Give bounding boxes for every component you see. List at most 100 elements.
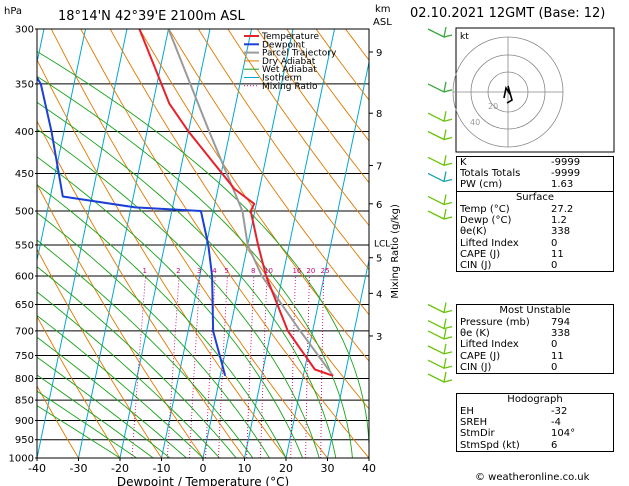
wet-adiabat-line [37, 184, 287, 458]
most-unstable-value: 0 [551, 361, 558, 373]
surface-label: Dewp (°C) [460, 215, 512, 227]
wet-adiabat-line [37, 50, 369, 458]
mixing-ratio-line [188, 275, 201, 458]
height-tick-label: 3 [376, 332, 382, 343]
wind-barb-icon [427, 194, 453, 206]
hodograph-title: Hodograph [507, 394, 563, 405]
surface-label: Lifted Index [460, 237, 519, 249]
legend-entry: Parcel Trajectory [262, 49, 337, 59]
wind-barb-icon [427, 111, 453, 122]
height-tick-label: 8 [376, 109, 382, 120]
hodograph-label: StmSpd (kt) [460, 439, 520, 451]
temp-tick-label: -30 [70, 462, 88, 475]
wet-adiabat-line [37, 390, 137, 458]
wind-barb-icon [427, 26, 453, 38]
asl-label: ASL [373, 17, 392, 28]
wet-adiabat-line [37, 374, 154, 458]
hodograph-row: SREH -4 [457, 417, 613, 428]
mixing-ratio-label: 16 [292, 267, 301, 275]
wet-adiabat-line [37, 356, 171, 458]
most-unstable-label: CIN (J) [460, 361, 492, 373]
height-tick-label: 5 [376, 254, 382, 265]
most-unstable-value: 338 [551, 328, 571, 340]
temp-tick-label: -40 [28, 462, 46, 475]
temp-tick-label: 20 [279, 462, 293, 475]
hodograph-trace [503, 85, 513, 104]
mixing-ratio-line [166, 275, 180, 458]
mixing-ratio-label: 5 [224, 267, 228, 275]
hodograph: kt 20 40 [452, 27, 615, 153]
hodograph-frame [455, 27, 615, 153]
isotherm-line [244, 29, 335, 458]
mixing-ratio-line [217, 275, 228, 458]
most-unstable-row: Lifted Index 0 [457, 339, 613, 350]
mixing-ratio-line [131, 275, 146, 458]
parcel-trajectory-line [167, 29, 334, 377]
mixing-ratio-label: 1 [143, 267, 147, 275]
wind-barb-icon [427, 155, 453, 166]
pressure-tick-label: 400 [15, 127, 34, 138]
temp-tick-label: 0 [200, 462, 207, 475]
legend-entry: Temperature [261, 32, 319, 42]
km-label: km [375, 4, 391, 15]
mixing-ratio-line [305, 275, 310, 458]
temp-tick-label: 40 [362, 462, 376, 475]
index-label: Totals Totals [460, 168, 521, 180]
surface-value: 1.2 [551, 215, 567, 227]
temperature-line [138, 29, 334, 377]
height-tick-label: 6 [376, 200, 382, 211]
pressure-tick-label: 900 [15, 416, 34, 427]
most-unstable-row: CAPE (J) 11 [457, 351, 613, 362]
most-unstable-value: 794 [551, 317, 571, 328]
hodograph-value: -32 [551, 406, 568, 417]
hodograph-unit-label: kt [460, 32, 469, 42]
hodograph-row: EH -32 [457, 406, 613, 417]
index-label: K [460, 157, 467, 168]
hodograph-table: Hodograph EH -32 SREH -4 StmDir 104° StmSpd (k… [456, 393, 614, 452]
indices-table: K -9999 Totals Totals -9999 PW (cm) 1.63 [456, 156, 614, 192]
pressure-tick-label: 500 [15, 207, 34, 218]
mixing-ratio-line [260, 275, 268, 458]
x-axis-label: Dewpoint / Temperature (°C) [117, 475, 289, 486]
dry-adiabat-line [198, 29, 369, 271]
most-unstable-row: θe (K) 338 [457, 328, 613, 339]
pressure-tick-label: 950 [15, 435, 34, 446]
wet-adiabat-line [37, 75, 353, 458]
index-row: PW (cm) 1.63 [457, 179, 613, 190]
profiles [37, 29, 334, 377]
surface-value: 27.2 [551, 204, 574, 215]
legend-entry: Wet Adiabat [262, 65, 317, 75]
surface-label: θe(K) [460, 226, 487, 238]
dewpoint-line [37, 75, 227, 377]
hodograph-ring-label: 20 [488, 102, 498, 111]
dry-adiabat-line [37, 385, 79, 458]
isotherm-line [119, 29, 211, 458]
surface-row: CIN (J) 0 [457, 260, 613, 271]
surface-value: 338 [551, 226, 571, 238]
axes: 1 2 3 4 5 8 10 16 20 2530035040045050055060065070… [4, 4, 401, 486]
wind-barb-icon [427, 129, 453, 141]
pressure-tick-label: 450 [15, 169, 34, 180]
most-unstable-label: Pressure (mb) [460, 317, 530, 328]
temp-tick-label: 30 [321, 462, 335, 475]
dry-adiabat-line [80, 29, 369, 458]
temp-tick-label: 10 [238, 462, 252, 475]
index-value: 1.63 [551, 179, 574, 191]
isotherm-line [37, 29, 86, 263]
mixing-ratio-axis-label: Mixing Ratio (g/kg) [390, 204, 401, 299]
surface-value: 0 [551, 237, 558, 249]
mixing-ratio-label: 8 [251, 267, 255, 275]
most-unstable-value: 0 [551, 339, 558, 351]
pressure-tick-label: 850 [15, 396, 34, 407]
most-unstable-label: θe (K) [460, 328, 490, 340]
surface-row: Dewp (°C) 1.2 [457, 215, 613, 226]
mixing-ratio-label: 10 [264, 267, 273, 275]
most-unstable-table: Most Unstable Pressure (mb) 794 θe (K) 338 L… [456, 304, 614, 375]
index-value: -9999 [551, 157, 581, 168]
temp-tick-label: -10 [153, 462, 171, 475]
pressure-tick-label: 800 [15, 374, 34, 385]
index-row: Totals Totals -9999 [457, 168, 613, 179]
pressure-tick-label: 1000 [9, 454, 34, 465]
index-row: K -9999 [457, 157, 613, 168]
mixing-ratio-line [205, 275, 216, 458]
